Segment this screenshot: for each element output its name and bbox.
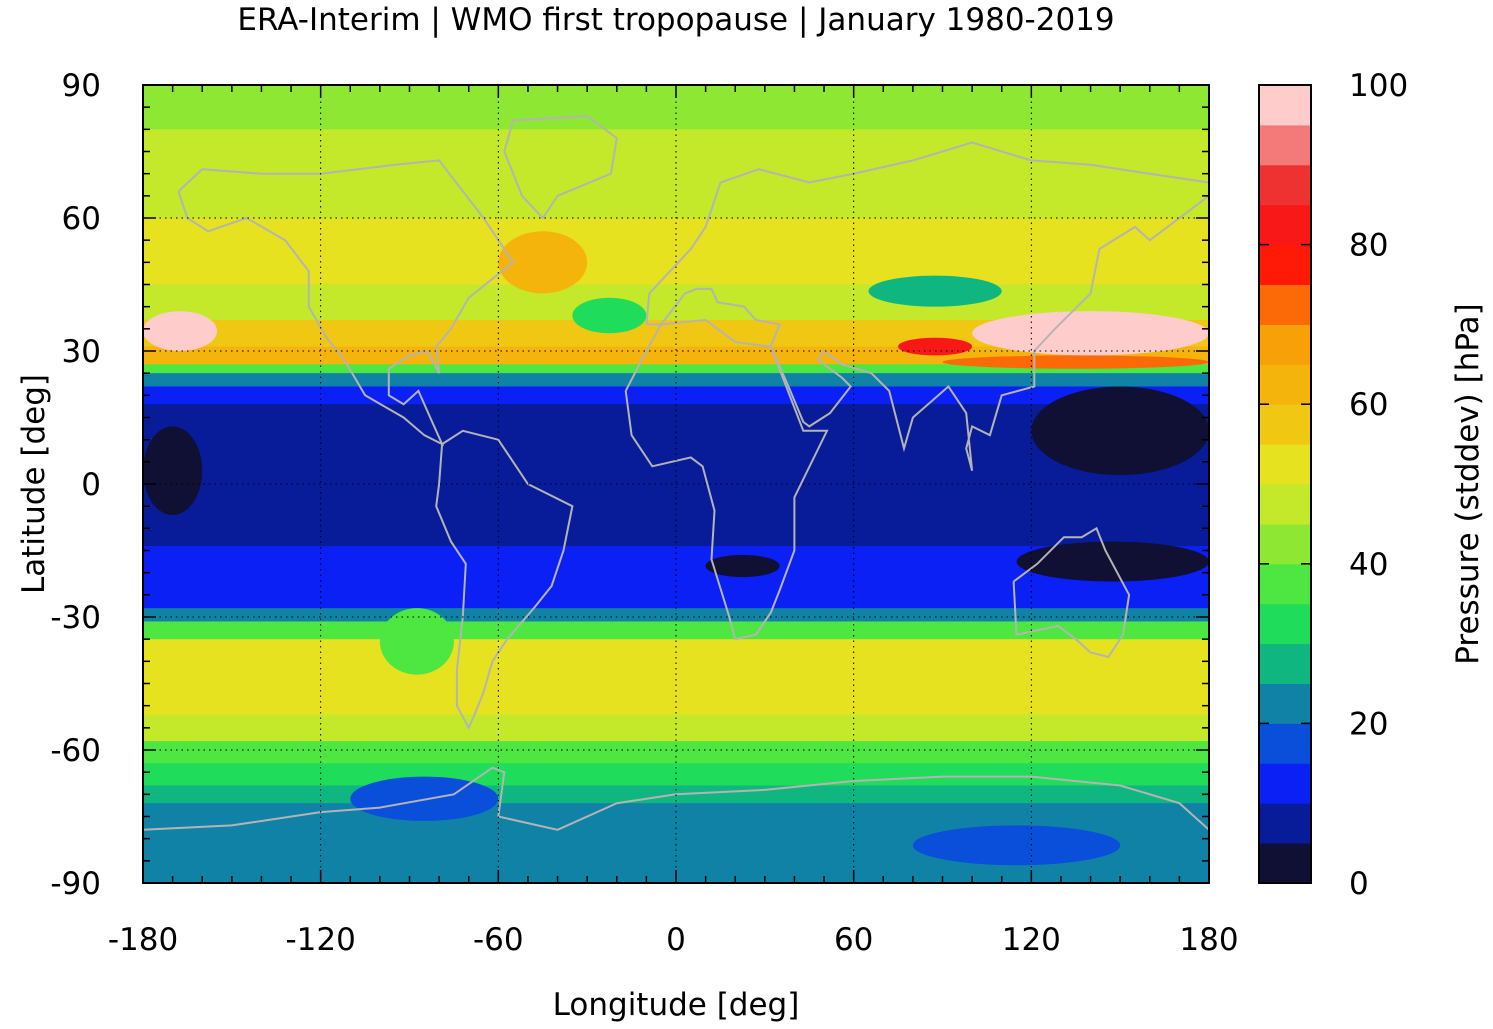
coastline-eurasia: [645, 141, 1209, 471]
heatmap-band-7: [143, 373, 1209, 387]
colorbar: [1259, 85, 1311, 884]
heatmap-band-6: [143, 364, 1209, 374]
colorbar-tick-label: 80: [1349, 228, 1388, 264]
colorbar-segment-18: [1259, 124, 1311, 166]
colorbar-segment-3: [1259, 723, 1311, 764]
y-tick-label: 30: [62, 334, 101, 370]
colorbar-segment-11: [1259, 404, 1311, 445]
heatmap-feature-14: [912, 825, 1121, 866]
heatmap-band-16: [143, 741, 1209, 764]
heatmap-feature-3: [942, 355, 1209, 369]
y-tick-label: 60: [62, 201, 101, 237]
heatmap-feature-6: [868, 275, 1002, 307]
heatmap-feature-4: [498, 231, 588, 294]
colorbar-segment-13: [1259, 324, 1311, 365]
colorbar-segment-4: [1259, 683, 1311, 724]
colorbar-tick-label: 20: [1349, 706, 1388, 742]
heatmap-feature-0: [143, 311, 218, 351]
colorbar-segment-2: [1259, 763, 1311, 804]
x-tick-label: -60: [473, 922, 524, 958]
x-tick-label: -120: [285, 922, 355, 958]
heatmap-band-8: [143, 386, 1209, 405]
heatmap-feature-7: [1031, 386, 1209, 476]
colorbar-segment-16: [1259, 204, 1311, 246]
coastline-australia: [1012, 526, 1131, 659]
heatmap-band-17: [143, 763, 1209, 786]
colorbar-tick-label: 100: [1349, 68, 1408, 104]
coastline-africa: [624, 318, 829, 641]
colorbar-segment-7: [1259, 563, 1311, 605]
colorbar-segment-8: [1259, 523, 1311, 565]
colorbar-segment-12: [1259, 364, 1311, 405]
y-tick-label: -60: [50, 733, 101, 769]
coastline-south-america: [435, 429, 574, 731]
colorbar-tick-label: 0: [1349, 866, 1369, 902]
colorbar-label: Pressure (stddev) [hPa]: [1450, 303, 1486, 664]
heatmap-band-15: [143, 714, 1209, 742]
chart-title: ERA-Interim | WMO first tropopause | Jan…: [237, 2, 1114, 38]
y-tick-label: -90: [50, 866, 101, 902]
coastline-north-america: [177, 159, 515, 447]
y-axis-label: Latitude [deg]: [16, 374, 52, 594]
y-tick-label: 90: [62, 68, 101, 104]
heatmap-feature-1: [898, 337, 973, 356]
heatmap-feature-8: [143, 426, 203, 516]
colorbar-segment-15: [1259, 244, 1311, 285]
colorbar-tick-label: 40: [1349, 547, 1388, 583]
heatmap-feature-9: [705, 554, 780, 578]
x-tick-label: -180: [108, 922, 178, 958]
colorbar-tick-label: 60: [1349, 387, 1388, 423]
x-tick-label: 60: [834, 922, 873, 958]
y-tick-label: 0: [81, 467, 101, 503]
coastlines: [143, 114, 1209, 831]
colorbar-segment-1: [1259, 803, 1311, 844]
colorbar-segment-6: [1259, 603, 1311, 645]
heatmap-band-9: [143, 404, 1209, 547]
heatmap-feature-5: [572, 297, 647, 334]
coastline-antarctica: [143, 766, 1209, 831]
heatmap-feature-10: [1016, 541, 1209, 582]
coastline-greenland: [503, 114, 618, 220]
colorbar-segment-19: [1259, 85, 1311, 126]
colorbar-ticks: 100 80 60 40 20 0: [1259, 68, 1408, 902]
x-tick-label: 180: [1179, 922, 1238, 958]
heatmap-feature-2: [972, 311, 1209, 356]
colorbar-segment-5: [1259, 643, 1311, 684]
y-tick-label: -30: [50, 600, 101, 636]
gridlines: [143, 85, 1209, 883]
colorbar-segment-17: [1259, 164, 1311, 206]
colorbar-segment-10: [1259, 444, 1311, 485]
heatmap-feature-11: [379, 608, 454, 675]
x-tick-label: 0: [666, 922, 686, 958]
axis-ticks: -180 -120 -60 0 60 120 180 90 60 30 0 -30 -60 -90: [50, 68, 1238, 958]
heatmap-feature-12: [513, 661, 1209, 715]
colorbar-segment-14: [1259, 284, 1311, 325]
colorbar-segment-0: [1259, 843, 1311, 884]
colorbar-segment-9: [1259, 484, 1311, 525]
x-axis-label: Longitude [deg]: [553, 987, 800, 1023]
colorbar-frame: [1258, 84, 1312, 884]
x-tick-label: 120: [1002, 922, 1061, 958]
